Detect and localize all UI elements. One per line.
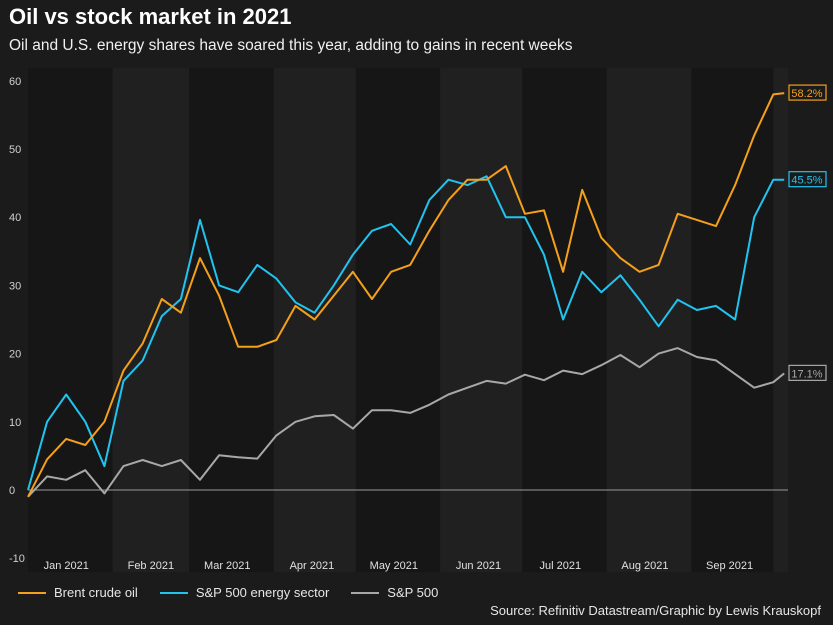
series-line-0 (27, 92, 785, 498)
x-tick-label: Apr 2021 (290, 560, 335, 572)
month-band (606, 68, 692, 572)
x-tick-label: Sep 2021 (706, 560, 753, 572)
y-tick-label: 0 (9, 485, 15, 497)
x-tick-label: May 2021 (370, 560, 418, 572)
legend-item-sp500: S&P 500 (351, 585, 438, 600)
legend-item-energy: S&P 500 energy sector (159, 585, 330, 600)
end-label: 45.5% (791, 175, 822, 187)
y-tick-label: 20 (9, 349, 21, 361)
month-band (773, 68, 788, 572)
month-band (112, 68, 190, 572)
y-tick-label: 30 (9, 280, 21, 292)
legend-swatch (159, 591, 188, 594)
source-note: Source: Refinitiv Datastream/Graphic by … (490, 603, 821, 618)
legend: Brent crude oil S&P 500 energy sector S&… (18, 585, 438, 600)
x-tick-label: Jul 2021 (540, 560, 582, 572)
end-label: 58.2% (791, 88, 822, 100)
y-tick-label: 50 (9, 144, 21, 156)
series-line-1 (27, 175, 785, 491)
y-tick-label: 60 (9, 76, 21, 88)
legend-label: S&P 500 (387, 585, 439, 600)
legend-swatch (351, 591, 380, 594)
end-label-box (788, 84, 827, 101)
x-tick-label: Aug 2021 (621, 560, 668, 572)
legend-item-brent: Brent crude oil (18, 585, 138, 600)
y-tick-label: 40 (9, 212, 21, 224)
y-tick-label: 10 (9, 417, 21, 429)
month-band (440, 68, 523, 572)
legend-label: Brent crude oil (54, 585, 138, 600)
end-label-box (788, 364, 827, 381)
x-tick-label: Mar 2021 (204, 560, 250, 572)
end-label-box (788, 171, 827, 188)
legend-swatch (18, 591, 46, 594)
x-tick-label: Jan 2021 (44, 560, 89, 572)
legend-label: S&P 500 energy sector (195, 585, 330, 600)
end-label: 17.1% (791, 368, 822, 380)
chart-title: Oil vs stock market in 2021 (9, 4, 292, 29)
series-line-2 (27, 347, 785, 498)
x-tick-label: Feb 2021 (128, 560, 174, 572)
chart-subtitle: Oil and U.S. energy shares have soared t… (9, 37, 573, 54)
y-tick-label: -10 (9, 553, 25, 565)
x-tick-label: Jun 2021 (456, 560, 501, 572)
